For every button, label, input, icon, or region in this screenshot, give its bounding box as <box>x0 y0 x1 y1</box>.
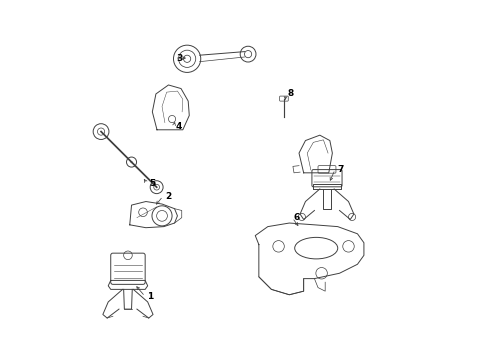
Text: 7: 7 <box>336 165 343 174</box>
Text: 6: 6 <box>293 213 300 222</box>
Text: 5: 5 <box>148 179 155 188</box>
Text: 1: 1 <box>147 292 153 301</box>
Text: 8: 8 <box>287 89 293 98</box>
Text: 3: 3 <box>176 54 182 63</box>
Text: 2: 2 <box>164 192 171 201</box>
Text: 4: 4 <box>175 122 182 131</box>
